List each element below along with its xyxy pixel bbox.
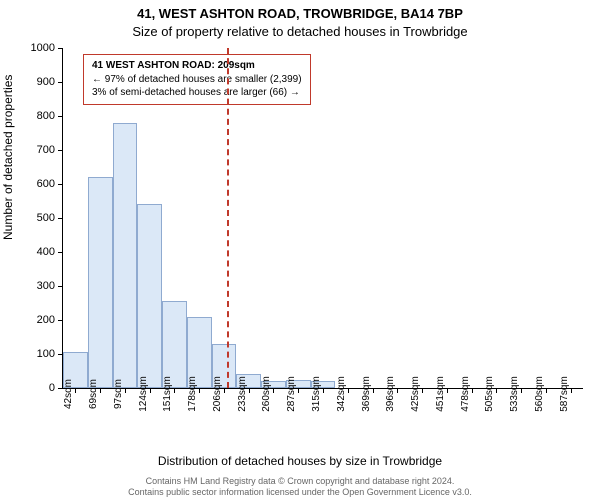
ytick [58, 150, 63, 151]
xtick [472, 388, 473, 393]
bar [88, 177, 113, 388]
ytick-label: 200 [37, 314, 55, 326]
ytick-label: 0 [49, 382, 55, 394]
ytick-label: 800 [37, 110, 55, 122]
ytick [58, 320, 63, 321]
xtick [397, 388, 398, 393]
chart-container: 41, WEST ASHTON ROAD, TROWBRIDGE, BA14 7… [0, 0, 600, 500]
ytick-label: 300 [37, 280, 55, 292]
xtick [224, 388, 225, 393]
ytick-label: 1000 [31, 42, 55, 54]
info-box: 41 WEST ASHTON ROAD: 209sqm ← 97% of det… [83, 54, 311, 105]
xtick-label: 42sqm [63, 379, 74, 409]
xtick [496, 388, 497, 393]
ytick [58, 252, 63, 253]
info-line2: ← 97% of detached houses are smaller (2,… [92, 73, 302, 87]
xtick-label: 287sqm [286, 376, 297, 412]
xtick-label: 151sqm [162, 376, 173, 412]
xtick-label: 315sqm [311, 376, 322, 412]
ytick-label: 500 [37, 212, 55, 224]
xtick [199, 388, 200, 393]
xtick-label: 425sqm [410, 376, 421, 412]
ytick [58, 48, 63, 49]
ytick-label: 100 [37, 348, 55, 360]
ytick [58, 184, 63, 185]
xtick-label: 451sqm [435, 376, 446, 412]
xtick [150, 388, 151, 393]
xtick [75, 388, 76, 393]
x-axis-label: Distribution of detached houses by size … [0, 454, 600, 468]
footer: Contains HM Land Registry data © Crown c… [0, 476, 600, 499]
xtick [422, 388, 423, 393]
bar [113, 123, 138, 388]
xtick-label: 178sqm [187, 376, 198, 412]
title-address: 41, WEST ASHTON ROAD, TROWBRIDGE, BA14 7… [0, 6, 600, 21]
xtick-label: 396sqm [385, 376, 396, 412]
xtick-label: 260sqm [261, 376, 272, 412]
ytick [58, 116, 63, 117]
info-line1: 41 WEST ASHTON ROAD: 209sqm [92, 59, 302, 73]
reference-line [227, 48, 229, 388]
xtick-label: 369sqm [361, 376, 372, 412]
xtick [447, 388, 448, 393]
xtick-label: 342sqm [336, 376, 347, 412]
xtick-label: 97sqm [113, 379, 124, 409]
ytick-label: 700 [37, 144, 55, 156]
xtick [348, 388, 349, 393]
xtick [373, 388, 374, 393]
footer-line2: Contains public sector information licen… [0, 487, 600, 499]
xtick-label: 478sqm [460, 376, 471, 412]
xtick-label: 233sqm [237, 376, 248, 412]
xtick [174, 388, 175, 393]
xtick-label: 505sqm [484, 376, 495, 412]
ytick [58, 218, 63, 219]
ytick [58, 82, 63, 83]
xtick-label: 69sqm [88, 379, 99, 409]
ytick-label: 600 [37, 178, 55, 190]
xtick-label: 560sqm [534, 376, 545, 412]
xtick [323, 388, 324, 393]
ytick [58, 286, 63, 287]
xtick [521, 388, 522, 393]
xtick [273, 388, 274, 393]
xtick [249, 388, 250, 393]
ytick-label: 400 [37, 246, 55, 258]
xtick [571, 388, 572, 393]
title-subtitle: Size of property relative to detached ho… [0, 24, 600, 39]
xtick-label: 124sqm [138, 376, 149, 412]
plot-area: 41 WEST ASHTON ROAD: 209sqm ← 97% of det… [62, 48, 583, 389]
info-line3: 3% of semi-detached houses are larger (6… [92, 86, 302, 100]
xtick-label: 206sqm [212, 376, 223, 412]
xtick [100, 388, 101, 393]
y-axis-label: Number of detached properties [1, 75, 15, 240]
xtick-label: 587sqm [559, 376, 570, 412]
xtick [125, 388, 126, 393]
bar [137, 204, 162, 388]
xtick-label: 533sqm [509, 376, 520, 412]
bar [162, 301, 187, 388]
ytick-label: 900 [37, 76, 55, 88]
xtick [546, 388, 547, 393]
xtick [298, 388, 299, 393]
footer-line1: Contains HM Land Registry data © Crown c… [0, 476, 600, 488]
